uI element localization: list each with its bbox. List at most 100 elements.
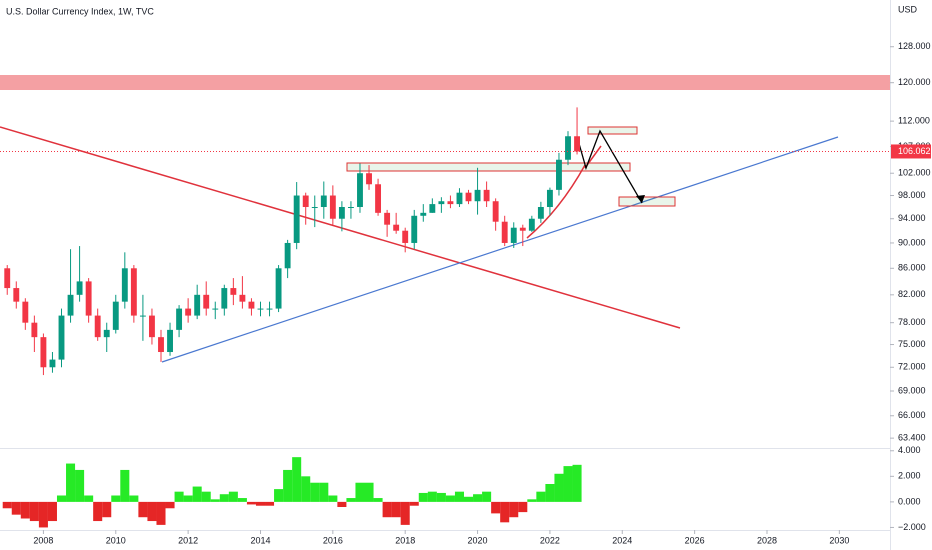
histogram-bar [563,466,573,502]
histogram-bar [445,495,455,502]
x-tick-label: 2012 [178,535,198,545]
candle-body [31,322,38,338]
histogram-bar [201,491,211,502]
candle-body [574,136,580,152]
candle-body [492,201,499,222]
candle-body [230,288,237,295]
candle-body [4,268,11,289]
histogram-bar [355,482,365,502]
candle-body [420,212,427,216]
chart-title: U.S. Dollar Currency Index, 1W, TVC [6,6,154,16]
y-tick-label: 94.000 [898,213,926,223]
candle-body [537,207,544,219]
histogram-bar [337,501,347,507]
candle-body [384,212,391,225]
histogram-bar [554,473,564,502]
y-tick-label: −2.000 [898,522,926,532]
candle-body [329,195,336,219]
histogram-bar [47,501,57,522]
candle-body [447,201,454,205]
histogram-bar [183,495,193,502]
histogram-bar [102,501,112,518]
resistance-band [0,75,890,90]
histogram-bar [418,492,428,502]
y-tick-label: 128.000 [898,41,931,51]
x-tick-label: 2020 [468,535,488,545]
histogram-bar [11,501,21,515]
histogram-bar [518,501,528,513]
candle-body [203,294,210,309]
y-tick-label: 69.000 [898,385,926,395]
candle-body [375,184,382,213]
x-tick-label: 2028 [757,535,777,545]
x-tick-label: 2030 [829,535,849,545]
y-tick-label: 63.400 [898,433,926,443]
candle-body [393,224,400,231]
y-tick-label: 102.000 [898,168,931,178]
zone-box [346,162,631,172]
y-tick-label: 2.000 [898,471,921,481]
candle-body [176,308,183,330]
y-tick-label: 72.000 [898,362,926,372]
histogram-bar [373,498,383,502]
last-price-tag [891,144,931,159]
candle-body [221,288,228,309]
candle-body [411,215,418,243]
candle-body [212,308,219,310]
zone-box [618,196,676,207]
candle-body [248,301,255,309]
candle-body [347,207,354,209]
candle-body [266,308,273,310]
candle-body [357,173,363,208]
candle-body [465,192,472,202]
histogram-bar [491,501,501,514]
histogram-bar [265,501,275,506]
y-tick-label: 66.000 [898,410,926,420]
histogram-bar [346,498,356,502]
histogram-bar [228,491,238,502]
candle-body [302,195,309,208]
x-tick-label: 2018 [395,535,415,545]
candle-body [528,218,535,231]
histogram-bar [427,491,437,502]
candle-body [112,301,119,330]
x-tick-label: 2008 [33,535,53,545]
histogram-bar [120,469,130,502]
histogram-bar [473,494,483,502]
candle-body [185,308,192,316]
candle-body [293,195,300,243]
candle-body [13,288,20,302]
candle-body [366,173,372,185]
candle-body [474,189,481,202]
candle-body [510,227,517,243]
histogram-bar [463,496,474,502]
last-price-label: 106.062 [898,146,931,156]
x-tick-label: 2026 [685,535,705,545]
histogram-bar [545,483,555,502]
y-tick-label: 82.000 [898,289,926,299]
candle-body [103,329,110,338]
histogram-bar [111,495,121,502]
arrow-head [636,195,645,203]
histogram-bar [527,499,537,502]
candle-body [67,294,74,316]
candle-body [239,294,246,302]
y-tick-label: 86.000 [898,263,926,273]
candle-body [402,230,409,243]
candle-body [40,337,47,368]
histogram-bar [482,491,492,502]
candle-body [311,207,318,209]
candle-body [501,221,508,243]
y-tick-label: 75.000 [898,339,926,349]
candle-body [556,159,562,190]
histogram-bar [536,491,546,502]
unit-label: USD [898,4,918,14]
histogram-bar [283,469,293,502]
candle-body [85,281,92,316]
y-tick-label: 90.000 [898,237,926,247]
histogram-bar [436,492,446,502]
candle-body [149,315,155,338]
histogram-bar [210,499,220,502]
histogram-bar [364,482,374,502]
